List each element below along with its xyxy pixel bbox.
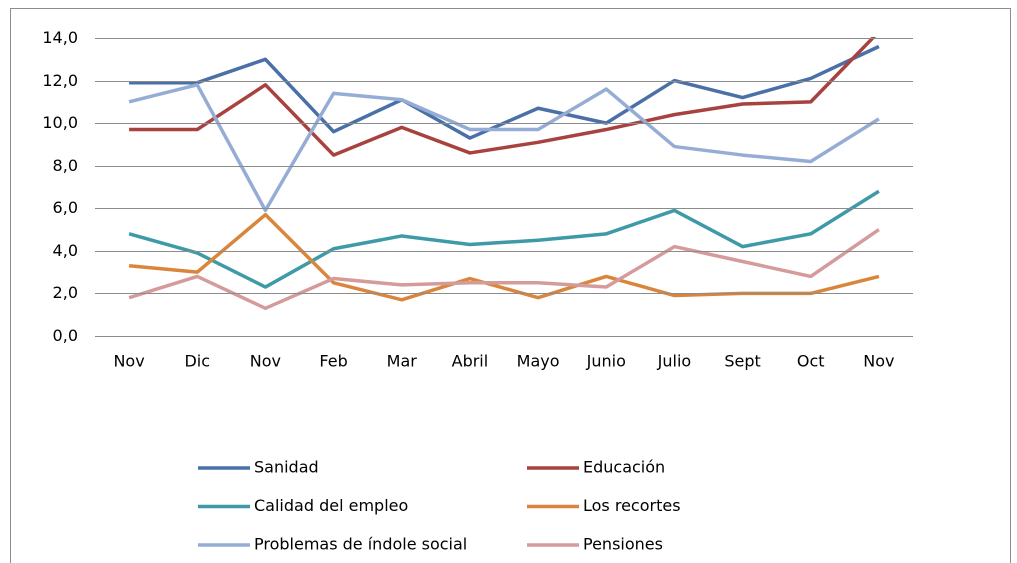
chart-frame	[10, 8, 1011, 563]
y-tick-label: 10,0	[42, 113, 78, 132]
x-tick-label: Dic	[184, 352, 210, 371]
legend-label: Educación	[583, 458, 665, 477]
x-tick-label: Julio	[657, 352, 692, 371]
series-line	[128, 228, 880, 311]
x-tick-label: Sept	[724, 352, 760, 371]
legend-label: Los recortes	[583, 496, 681, 515]
y-tick-label: 14,0	[42, 28, 78, 47]
y-tick-label: 6,0	[53, 198, 78, 217]
y-tick-label: 0,0	[53, 326, 78, 345]
series-line	[129, 37, 877, 157]
plot-area	[128, 37, 880, 311]
legend-label: Sanidad	[254, 458, 319, 477]
x-tick-label: Oct	[797, 352, 825, 371]
legend-label: Calidad del empleo	[254, 496, 408, 515]
series-line	[128, 212, 880, 302]
legend-label: Pensiones	[583, 535, 663, 554]
x-tick-label: Feb	[319, 352, 347, 371]
y-tick-label: 2,0	[53, 283, 78, 302]
series-line	[129, 44, 880, 140]
series-line	[128, 189, 880, 289]
x-tick-label: Mar	[387, 352, 418, 371]
y-tick-label: 4,0	[53, 241, 78, 260]
legend-label: Problemas de índole social	[254, 535, 467, 554]
x-tick-label: Nov	[863, 352, 894, 371]
y-tick-label: 8,0	[53, 156, 78, 175]
x-tick-label: Nov	[250, 352, 281, 371]
x-tick-label: Nov	[113, 352, 144, 371]
y-tick-label: 12,0	[42, 71, 78, 90]
x-tick-label: Mayo	[517, 352, 560, 371]
x-tick-label: Junio	[586, 352, 626, 371]
series-line	[128, 83, 880, 213]
x-tick-label: Abril	[452, 352, 489, 371]
